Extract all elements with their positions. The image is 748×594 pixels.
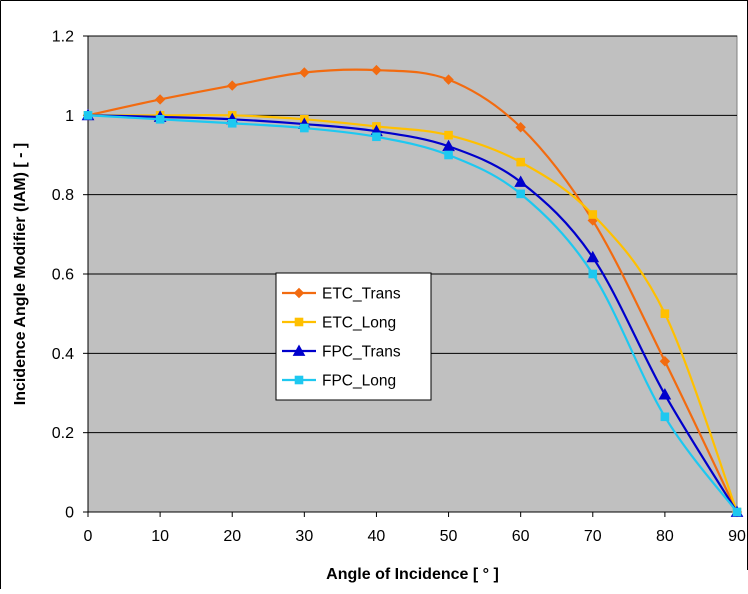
data-point [444, 130, 453, 140]
data-point [444, 150, 453, 160]
data-point [372, 132, 381, 142]
y-tick-label: 1 [65, 108, 74, 125]
data-point [588, 210, 598, 219]
legend-item: ETC_Trans [282, 286, 401, 303]
data-point [732, 507, 742, 517]
legend-swatch-marker [294, 317, 304, 327]
legend-label: ETC_Long [322, 315, 396, 332]
data-point [227, 118, 237, 128]
data-point [443, 74, 454, 85]
data-point [659, 356, 671, 367]
y-axis-title: Incidence Angle Modifier (IAM) [ - ] [12, 143, 29, 406]
x-tick-label: 60 [512, 528, 530, 545]
data-point [300, 123, 309, 133]
legend-swatch-marker [294, 375, 304, 385]
legend-label: ETC_Trans [322, 286, 401, 303]
data-point [516, 189, 525, 199]
data-point [588, 269, 598, 279]
legend-item: FPC_Trans [282, 344, 401, 361]
x-tick-label: 90 [728, 528, 746, 545]
data-point [515, 122, 526, 133]
data-point [660, 412, 670, 422]
legend-swatch-marker [292, 344, 306, 356]
data-point [83, 111, 93, 120]
legend-label: FPC_Long [322, 373, 396, 390]
x-tick-label: 10 [151, 528, 169, 545]
data-point [371, 64, 382, 76]
y-tick-label: 1.2 [52, 29, 74, 46]
y-tick-label: 0 [65, 505, 74, 522]
series-fpc-long [83, 111, 742, 517]
legend-item: ETC_Long [282, 315, 396, 332]
data-point [660, 309, 670, 318]
data-point [154, 94, 166, 105]
axes: 0 0.2 0.4 0.6 0.8 1 1.2 0 10 20 30 40 50 60 70 80 90 [52, 29, 746, 546]
y-tick-label: 0.2 [52, 425, 74, 442]
x-tick-label: 80 [656, 528, 674, 545]
data-point [658, 388, 672, 400]
data-point [586, 250, 600, 263]
y-tick-label: 0.8 [52, 187, 74, 204]
x-tick-label: 30 [295, 528, 313, 545]
series-layer [81, 64, 744, 518]
data-point [155, 115, 165, 124]
legend-swatch-marker [293, 287, 305, 299]
data-point [514, 175, 528, 187]
legend-item: FPC_Long [282, 373, 396, 390]
legend-label: FPC_Trans [322, 344, 401, 361]
x-axis-title: Angle of Incidence [ ° ] [326, 566, 499, 583]
x-tick-label: 20 [223, 528, 241, 545]
data-point [227, 80, 238, 91]
x-tick-label: 0 [84, 528, 93, 545]
data-point [442, 139, 455, 152]
data-point [299, 67, 310, 78]
y-tick-label: 0.4 [52, 346, 74, 363]
data-point [516, 157, 525, 167]
y-tick-label: 0.6 [52, 267, 74, 284]
x-tick-label: 40 [368, 528, 386, 545]
legend: ETC_Trans ETC_Long FPC_Trans FPC_Long [275, 272, 432, 401]
x-tick-label: 70 [584, 528, 602, 545]
x-tick-label: 50 [440, 528, 458, 545]
